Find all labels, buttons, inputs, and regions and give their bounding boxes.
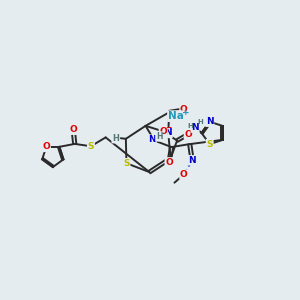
- Text: S: S: [123, 159, 130, 168]
- Text: −: −: [165, 123, 171, 132]
- Text: Na: Na: [168, 111, 184, 121]
- Text: O: O: [159, 127, 167, 136]
- Text: N: N: [148, 135, 156, 144]
- Text: S: S: [206, 140, 213, 148]
- Text: O: O: [180, 170, 188, 179]
- Text: H: H: [197, 119, 203, 125]
- Text: N: N: [191, 123, 199, 132]
- Text: S: S: [88, 142, 94, 151]
- Text: N: N: [188, 156, 196, 165]
- Text: N: N: [206, 117, 214, 126]
- Text: +: +: [182, 108, 190, 117]
- Text: N: N: [164, 128, 172, 137]
- Text: H: H: [112, 134, 119, 143]
- Text: O: O: [165, 158, 173, 167]
- Text: H: H: [188, 123, 193, 129]
- Text: O: O: [180, 106, 188, 115]
- Text: O: O: [69, 125, 77, 134]
- Text: O: O: [42, 142, 50, 151]
- Text: H: H: [156, 132, 162, 141]
- Text: O: O: [184, 130, 192, 139]
